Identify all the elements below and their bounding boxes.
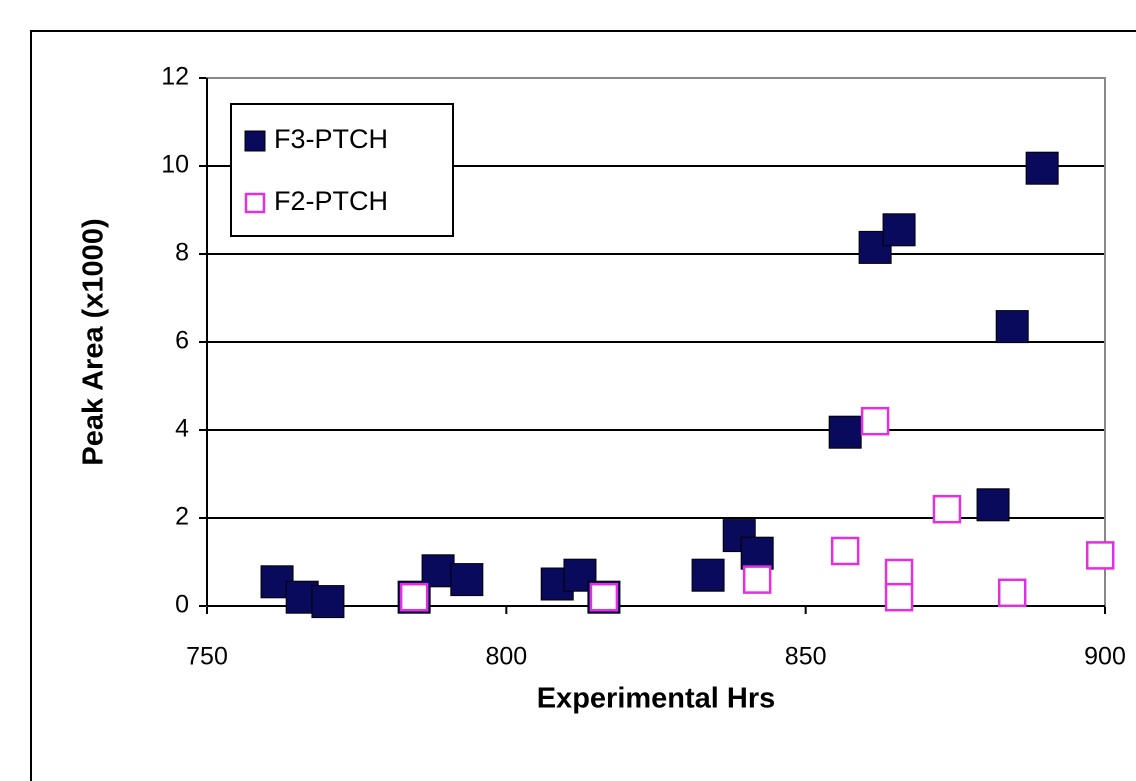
filled-marker (828, 415, 862, 449)
y-tick-label: 10 (161, 151, 189, 179)
x-tick-label: 750 (186, 643, 228, 671)
open-marker (589, 582, 619, 612)
filled-marker (740, 536, 774, 570)
y-tick-label: 4 (175, 415, 189, 443)
y-tick-label: 12 (161, 63, 189, 91)
y-tick-label: 0 (175, 591, 189, 619)
open-marker (932, 494, 962, 524)
legend-label: F2-PTCH (274, 186, 388, 216)
legend-box (230, 103, 454, 237)
open-marker (997, 578, 1027, 608)
y-tick-label: 2 (175, 503, 189, 531)
filled-marker (882, 213, 916, 247)
legend: F3-PTCH F2-PTCH (230, 103, 454, 237)
open-marker (830, 536, 860, 566)
filled-marker (1025, 151, 1059, 185)
x-axis-title: Experimental Hrs (537, 683, 776, 715)
open-marker (884, 558, 914, 588)
x-tick-label: 800 (485, 643, 527, 671)
open-marker (860, 406, 890, 436)
filled-marker (691, 558, 725, 592)
filled-marker (450, 563, 484, 597)
filled-marker (976, 488, 1010, 522)
filled-marker (421, 554, 455, 588)
filled-marker (311, 585, 345, 619)
y-tick-label: 6 (175, 327, 189, 355)
x-tick-label: 900 (1084, 643, 1126, 671)
filled-marker (995, 310, 1029, 344)
open-marker (1085, 541, 1115, 570)
x-tick-label: 850 (785, 643, 827, 671)
open-marker (742, 565, 772, 594)
legend-label: F3-PTCH (274, 124, 388, 154)
y-axis-title: Peak Area (x1000) (78, 218, 110, 465)
legend-marker (244, 192, 266, 214)
open-marker (399, 582, 429, 612)
chart-frame (30, 30, 1136, 781)
legend-marker (244, 130, 266, 152)
open-marker (884, 582, 914, 612)
y-tick-label: 8 (175, 239, 189, 267)
